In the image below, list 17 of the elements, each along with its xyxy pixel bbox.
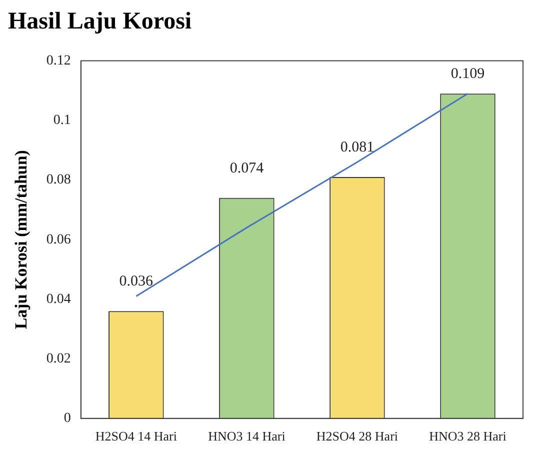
- x-tick-label: H2SO4 28 Hari: [316, 428, 398, 444]
- data-label: 0.081: [340, 139, 374, 156]
- y-tick-label: 0: [64, 411, 71, 426]
- y-axis-title: Laju Korosi (mm/tahun): [12, 150, 31, 330]
- y-tick-label: 0.04: [46, 292, 71, 307]
- data-label: 0.036: [119, 274, 154, 290]
- x-tick-label: HNO3 28 Hari: [429, 428, 507, 444]
- data-label: 0.074: [230, 160, 264, 176]
- x-tick-label: H2SO4 14 Hari: [95, 428, 178, 444]
- y-tick-label: 0.1: [53, 113, 71, 128]
- y-tick-label: 0.08: [46, 172, 71, 188]
- data-label: 0.109: [450, 66, 485, 82]
- y-tick-label: 0.06: [46, 232, 71, 248]
- y-tick-label: 0.02: [46, 351, 71, 366]
- chart-title: Hasil Laju Korosi: [8, 8, 192, 35]
- y-tick-label: 0.12: [46, 53, 71, 68]
- x-tick-label: HNO3 14 Hari: [208, 428, 286, 444]
